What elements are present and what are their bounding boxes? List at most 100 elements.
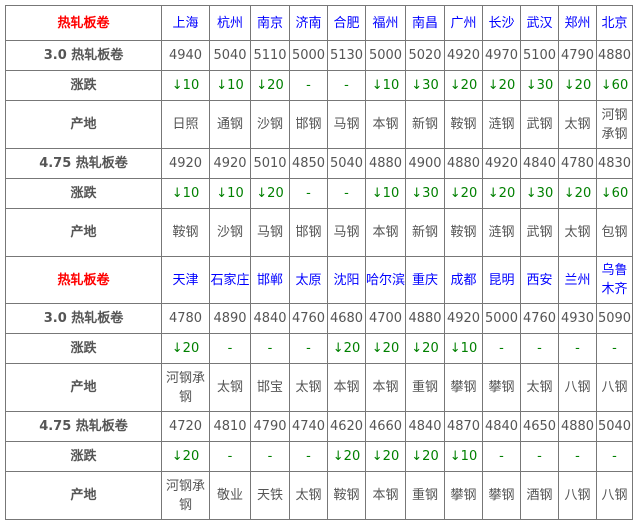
price-row: 3.0 热轧板卷 4780 4890 4840 4760 4680 4700 4880 4920… xyxy=(5,303,633,334)
price-cell: 4930 xyxy=(558,303,597,334)
change-cell: ↓60 xyxy=(596,70,633,101)
change-cell: ↓20 xyxy=(482,178,521,209)
city-name: 济南 xyxy=(289,5,328,41)
origin-cell: 马钢 xyxy=(250,208,290,257)
origin-cell: 武钢 xyxy=(520,100,559,149)
row-label: 涨跌 xyxy=(5,441,162,472)
price-cell: 5040 xyxy=(209,40,251,71)
price-cell: 4780 xyxy=(558,148,597,179)
origin-cell: 太钢 xyxy=(558,208,597,257)
price-cell: 4790 xyxy=(250,411,290,442)
origin-cell: 太钢 xyxy=(289,363,328,412)
change-cell: ↓20 xyxy=(250,70,290,101)
price-cell: 4920 xyxy=(444,303,483,334)
row-label: 4.75 热轧板卷 xyxy=(5,148,162,179)
city-name: 福州 xyxy=(365,5,406,41)
origin-cell: 本钢 xyxy=(365,208,406,257)
origin-cell: 本钢 xyxy=(327,363,366,412)
price-cell: 4870 xyxy=(444,411,483,442)
city-name: 长沙 xyxy=(482,5,521,41)
change-cell: - xyxy=(596,441,633,472)
change-cell: - xyxy=(327,70,366,101)
origin-cell: 鞍钢 xyxy=(327,471,366,520)
price-cell: 5000 xyxy=(365,40,406,71)
price-cell: 4940 xyxy=(161,40,210,71)
price-cell: 5000 xyxy=(482,303,521,334)
city-name: 太原 xyxy=(289,256,328,304)
change-cell: - xyxy=(520,333,559,364)
change-cell: ↓20 xyxy=(365,333,406,364)
city-name: 沈阳 xyxy=(327,256,366,304)
price-cell: 4970 xyxy=(482,40,521,71)
change-cell: - xyxy=(520,441,559,472)
price-cell: 4850 xyxy=(289,148,328,179)
origin-cell: 天铁 xyxy=(250,471,290,520)
origin-cell: 日照 xyxy=(161,100,210,149)
price-cell: 4840 xyxy=(482,411,521,442)
origin-cell: 八钢 xyxy=(596,471,633,520)
price-cell: 4920 xyxy=(444,40,483,71)
origin-row: 产地 河钢承钢 太钢 邯宝 太钢 本钢 本钢 重钢 攀钢 攀钢 太钢 八钢 八钢 xyxy=(5,363,633,412)
change-cell: ↓30 xyxy=(520,178,559,209)
change-cell: ↓20 xyxy=(405,333,445,364)
price-cell: 4720 xyxy=(161,411,210,442)
origin-cell: 沙钢 xyxy=(250,100,290,149)
city-name: 乌鲁木齐 xyxy=(596,256,633,304)
change-cell: - xyxy=(482,441,521,472)
change-cell: - xyxy=(250,441,290,472)
change-cell: ↓20 xyxy=(444,178,483,209)
origin-cell: 河钢承钢 xyxy=(596,100,633,149)
row-label: 涨跌 xyxy=(5,70,162,101)
change-cell: - xyxy=(289,70,328,101)
origin-cell: 太钢 xyxy=(520,363,559,412)
city-name: 广州 xyxy=(444,5,483,41)
city-name: 合肥 xyxy=(327,5,366,41)
city-name: 邯郸 xyxy=(250,256,290,304)
price-cell: 4760 xyxy=(289,303,328,334)
origin-cell: 太钢 xyxy=(558,100,597,149)
price-cell: 4840 xyxy=(250,303,290,334)
price-cell: 4920 xyxy=(482,148,521,179)
origin-cell: 八钢 xyxy=(558,471,597,520)
change-cell: ↓10 xyxy=(209,178,251,209)
price-cell: 4880 xyxy=(405,303,445,334)
change-cell: ↓60 xyxy=(596,178,633,209)
row-label: 产地 xyxy=(5,208,162,257)
price-cell: 4780 xyxy=(161,303,210,334)
price-cell: 4740 xyxy=(289,411,328,442)
change-cell: ↓20 xyxy=(365,441,406,472)
price-cell: 4890 xyxy=(209,303,251,334)
origin-cell: 新钢 xyxy=(405,100,445,149)
origin-row: 产地 鞍钢 沙钢 马钢 邯钢 马钢 本钢 新钢 鞍钢 涟钢 武钢 太钢 包钢 xyxy=(5,208,633,257)
origin-cell: 本钢 xyxy=(365,100,406,149)
change-cell: - xyxy=(482,333,521,364)
origin-cell: 通钢 xyxy=(209,100,251,149)
block-title: 热轧板卷 xyxy=(5,256,162,304)
price-cell: 5040 xyxy=(596,411,633,442)
price-cell: 5130 xyxy=(327,40,366,71)
origin-cell: 重钢 xyxy=(405,363,445,412)
origin-cell: 河钢承钢 xyxy=(161,471,210,520)
city-name: 南京 xyxy=(250,5,290,41)
price-cell: 4840 xyxy=(405,411,445,442)
change-cell: ↓10 xyxy=(444,333,483,364)
price-cell: 4680 xyxy=(327,303,366,334)
city-name: 杭州 xyxy=(209,5,251,41)
change-cell: ↓10 xyxy=(161,178,210,209)
origin-cell: 邯宝 xyxy=(250,363,290,412)
origin-cell: 新钢 xyxy=(405,208,445,257)
change-cell: ↓20 xyxy=(558,70,597,101)
origin-cell: 马钢 xyxy=(327,100,366,149)
origin-cell: 八钢 xyxy=(596,363,633,412)
origin-cell: 太钢 xyxy=(209,363,251,412)
origin-cell: 鞍钢 xyxy=(161,208,210,257)
row-label: 产地 xyxy=(5,100,162,149)
change-cell: - xyxy=(596,333,633,364)
price-cell: 4880 xyxy=(365,148,406,179)
origin-cell: 涟钢 xyxy=(482,100,521,149)
city-name: 北京 xyxy=(596,5,633,41)
change-cell: ↓20 xyxy=(405,441,445,472)
price-cell: 4840 xyxy=(520,148,559,179)
city-name: 上海 xyxy=(161,5,210,41)
price-cell: 5010 xyxy=(250,148,290,179)
